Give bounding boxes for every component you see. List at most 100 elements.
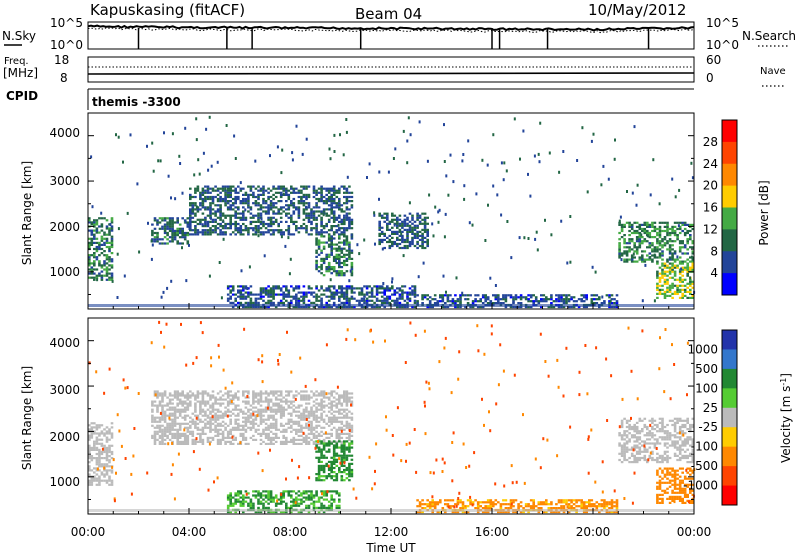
heatmap-cell (305, 498, 308, 501)
heatmap-cell (681, 252, 684, 255)
heatmap-cell (345, 473, 349, 476)
heatmap-cell (110, 426, 114, 429)
heatmap-cell (100, 217, 104, 220)
heatmap-cell (229, 430, 232, 433)
heatmap-cell (181, 416, 184, 419)
heatmap-cell (209, 210, 212, 213)
heatmap-cell (166, 396, 169, 399)
heatmap-cell (151, 238, 154, 241)
heatmap-cell (262, 408, 265, 411)
heatmap-cell (315, 456, 318, 459)
heatmap-cell (282, 189, 285, 192)
heatmap-cell (95, 258, 99, 261)
heatmap-cell (168, 223, 172, 226)
heatmap-cell (109, 223, 112, 226)
heatmap-cell (237, 494, 240, 497)
heatmap-cell (252, 195, 255, 199)
heatmap-cell (254, 159, 257, 163)
heatmap-cell (643, 223, 647, 226)
heatmap-cell (191, 434, 195, 437)
heatmap-cell (658, 244, 662, 247)
heatmap-cell (269, 293, 273, 296)
heatmap-cell (252, 504, 255, 507)
heatmap-cell (322, 442, 326, 445)
heatmap-cell (330, 195, 333, 199)
heatmap-cell (166, 428, 169, 431)
heatmap-cell (252, 301, 255, 304)
heatmap-cell (153, 420, 157, 423)
heatmap-cell (335, 261, 339, 265)
heatmap-cell (312, 189, 316, 192)
heatmap-cell (363, 295, 366, 298)
heatmap-cell (398, 238, 402, 241)
heatmap-cell (315, 233, 318, 236)
heatmap-cell (437, 220, 440, 224)
heatmap-cell (343, 400, 346, 403)
heatmap-cell (105, 457, 109, 460)
heatmap-cell (247, 492, 250, 495)
heatmap-cell (406, 293, 409, 296)
heatmap-cell (338, 498, 341, 501)
heatmap-cell (254, 392, 258, 395)
heatmap-cell (322, 506, 326, 509)
heatmap-cell (191, 229, 195, 232)
heatmap-cell (494, 503, 498, 506)
heatmap-cell (90, 221, 94, 224)
heatmap-cell (673, 258, 677, 261)
heatmap-cell (239, 233, 243, 236)
heatmap-cell (340, 233, 344, 236)
heatmap-cell (539, 121, 542, 125)
heatmap-cell (388, 234, 392, 237)
heatmap-cell (481, 158, 484, 162)
heatmap-cell (201, 428, 205, 431)
heatmap-cell (264, 410, 268, 413)
heatmap-cell (348, 479, 351, 482)
heatmap-cell (428, 296, 432, 299)
heatmap-cell (320, 496, 323, 499)
heatmap-cell (259, 390, 263, 393)
heatmap-cell (267, 394, 270, 397)
heatmap-cell (345, 468, 349, 472)
heatmap-cell (322, 440, 326, 443)
heatmap-cell (93, 446, 96, 449)
heatmap-cell (285, 200, 288, 203)
heatmap-cell (279, 287, 283, 290)
heatmap-cell (542, 294, 546, 297)
heatmap-cell (211, 404, 215, 407)
heatmap-cell (340, 295, 344, 298)
heatmap-cell (469, 499, 472, 502)
heatmap-cell (242, 416, 245, 419)
heatmap-cell (327, 239, 331, 242)
heatmap-cell (216, 233, 220, 236)
heatmap-cell (231, 428, 235, 431)
heatmap-cell (234, 197, 237, 201)
heatmap-cell (285, 400, 288, 403)
heatmap-cell (153, 217, 157, 220)
heatmap-cell (499, 507, 503, 510)
heatmap-cell (671, 270, 674, 273)
heatmap-cell (274, 436, 278, 439)
heatmap-cell (327, 197, 331, 201)
heatmap-cell (110, 471, 114, 474)
heatmap-cell (100, 457, 104, 460)
heatmap-cell (178, 422, 182, 425)
heatmap-cell (168, 422, 172, 425)
heatmap-cell (330, 291, 333, 294)
heatmap-cell (459, 296, 462, 299)
heatmap-cell (312, 440, 316, 443)
heatmap-cell (668, 246, 672, 249)
heatmap-cell (178, 432, 182, 435)
heatmap-cell (244, 418, 248, 421)
heatmap-cell (340, 247, 344, 250)
heatmap-cell (343, 416, 346, 419)
heatmap-cell (327, 187, 331, 190)
heatmap-cell (234, 392, 237, 395)
heatmap-cell (426, 159, 429, 163)
heatmap-cell (100, 229, 104, 232)
heatmap-cell (269, 218, 273, 221)
heatmap-cell (691, 223, 695, 226)
heatmap-cell (274, 212, 278, 215)
heatmap-cell (153, 404, 157, 407)
heatmap-cell (532, 300, 535, 303)
heatmap-cell (340, 446, 344, 449)
